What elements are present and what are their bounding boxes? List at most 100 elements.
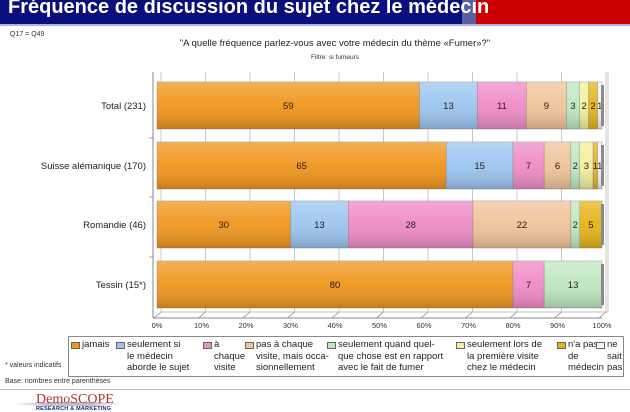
legend-swatch: [116, 342, 125, 349]
data-label: 5: [588, 220, 593, 231]
x-tick-mark: [554, 311, 562, 319]
data-label: 13: [568, 280, 579, 291]
bar-end-cap: [601, 264, 604, 305]
data-label: 15: [474, 161, 485, 172]
bar-shading: [579, 82, 589, 129]
bar-shading: [157, 261, 513, 308]
legend-swatch: [596, 342, 605, 349]
legend-swatch: [327, 342, 336, 349]
legend-label: seulement lors de la première visite che…: [467, 339, 542, 373]
legend-label: jamais: [82, 339, 110, 350]
bar-end-cap: [601, 204, 604, 245]
question-reference: Q17 = Q49: [10, 31, 45, 38]
x-tick-mark: [242, 311, 251, 319]
bar-shading: [579, 201, 602, 248]
bar-shading: [419, 82, 478, 129]
data-label: 65: [296, 161, 307, 172]
legend-swatch: [203, 342, 212, 349]
logo-swoosh: [14, 402, 124, 406]
category-label: Romandie (46): [83, 220, 146, 231]
legend-label: à chaque visite: [214, 339, 246, 373]
data-label: 7: [526, 280, 531, 291]
logo-name: DemoSCOPE: [36, 392, 114, 407]
header-underline: [0, 24, 630, 26]
legend-label: n'a pas de médecin: [568, 339, 604, 373]
data-label: 2: [573, 161, 578, 172]
x-tick-mark: [376, 311, 384, 319]
bar-shading: [597, 82, 602, 129]
chart-subtitle: Filtre: si fumeurs: [310, 54, 360, 61]
legend-swatch: [245, 342, 254, 349]
bar-shading: [513, 261, 545, 308]
category-label: Tessin (15*): [96, 280, 146, 291]
legend-swatch: [557, 342, 566, 349]
legend: jamais seulement si le médecin aborde le …: [68, 336, 624, 377]
bar-shading: [348, 201, 473, 248]
data-label: 9: [544, 101, 549, 112]
legend-label: seulement si le médecin aborde le sujet: [127, 339, 190, 373]
data-label: 1: [597, 161, 602, 172]
data-label: 7: [526, 161, 531, 172]
x-tick-mark: [198, 311, 206, 319]
bar-shading: [579, 142, 594, 189]
legend-swatch: [71, 342, 80, 349]
bar-end-cap: [601, 145, 604, 186]
x-tick-mark: [598, 311, 607, 319]
data-label: 6: [555, 161, 560, 172]
data-label: 28: [405, 220, 416, 231]
data-label: 3: [570, 101, 575, 112]
data-label: 2: [573, 220, 578, 231]
footnote-base: Base: nombres entre parenthèses: [5, 378, 111, 385]
company-logo: DemoSCOPE RESEARCH & MARKETING: [14, 392, 134, 412]
bar-shading: [157, 82, 420, 129]
bar-shading: [544, 142, 571, 189]
x-tick-label: 0%: [152, 321, 163, 330]
bar-shading: [472, 201, 571, 248]
header-fade: [462, 0, 476, 24]
x-tick-label: 60%: [416, 321, 431, 330]
data-label: 11: [497, 101, 507, 112]
data-label: 2: [582, 101, 587, 112]
bar-shading: [446, 142, 513, 189]
data-label: 13: [314, 220, 325, 231]
category-label: Suisse alémanique (170): [41, 161, 146, 172]
x-tick-mark: [153, 311, 162, 319]
data-label: 1: [593, 161, 598, 172]
x-tick-label: 70%: [461, 321, 476, 330]
bar-shading: [570, 201, 580, 248]
bars: 59 13 11 9 3 2 2 165 15 7 6 2 3 1 130 13 28 22 2 580 7 13: [156, 81, 604, 309]
data-label: 80: [330, 280, 341, 291]
bar-shading: [513, 142, 545, 189]
data-label: 3: [584, 161, 589, 172]
category-label: Total (231): [101, 101, 146, 112]
bar-shading: [477, 82, 527, 129]
chart-title: "A quelle fréquence parlez-vous avec vot…: [179, 38, 491, 49]
axes: [149, 72, 609, 319]
bar-shading: [588, 82, 598, 129]
category-labels: Total (231) Suisse alémanique (170) Romand…: [41, 101, 146, 291]
x-tick-mark: [465, 311, 473, 319]
logo-tagline: RESEARCH & MARKETING: [36, 406, 112, 412]
legend-swatch: [456, 342, 465, 349]
bar-shading: [157, 201, 291, 248]
header-accent: [476, 0, 630, 24]
x-tick-mark: [420, 311, 429, 319]
x-tick-label: 10%: [194, 321, 209, 330]
data-label: 2: [590, 101, 595, 112]
data-label: 30: [218, 220, 229, 231]
bar-shading: [157, 142, 447, 189]
bar-end-cap: [601, 85, 604, 126]
footnote-indicative: * valeurs indicatifs: [5, 362, 62, 369]
x-tick-label: 80%: [505, 321, 520, 330]
bar-shading: [526, 82, 567, 129]
bar-shading: [290, 201, 349, 248]
data-label: 1: [597, 101, 602, 112]
bar-shading: [593, 142, 598, 189]
x-tick-label: 90%: [550, 321, 565, 330]
legend-label: seulement quand quel- que chose est en r…: [338, 339, 444, 373]
x-tick-labels: 0% 10% 20% 30% 40% 50% 60% 70% 80% 90% 100%: [152, 321, 612, 330]
x-tick-label: 50%: [372, 321, 387, 330]
x-tick-label: 20%: [238, 321, 253, 330]
x-tick-mark: [331, 311, 340, 319]
bar-shading: [570, 142, 580, 189]
